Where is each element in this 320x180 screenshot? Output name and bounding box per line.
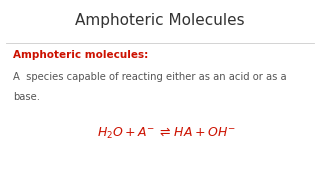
Text: Amphoteric Molecules: Amphoteric Molecules bbox=[75, 13, 245, 28]
Text: Amphoteric molecules:: Amphoteric molecules: bbox=[13, 50, 148, 60]
Text: A  species capable of reacting either as an acid or as a: A species capable of reacting either as … bbox=[13, 72, 286, 82]
Text: base.: base. bbox=[13, 92, 40, 102]
Text: $H_2O + A^{-}\,\rightleftharpoons\, HA + OH^{-}$: $H_2O + A^{-}\,\rightleftharpoons\, HA +… bbox=[97, 126, 236, 141]
